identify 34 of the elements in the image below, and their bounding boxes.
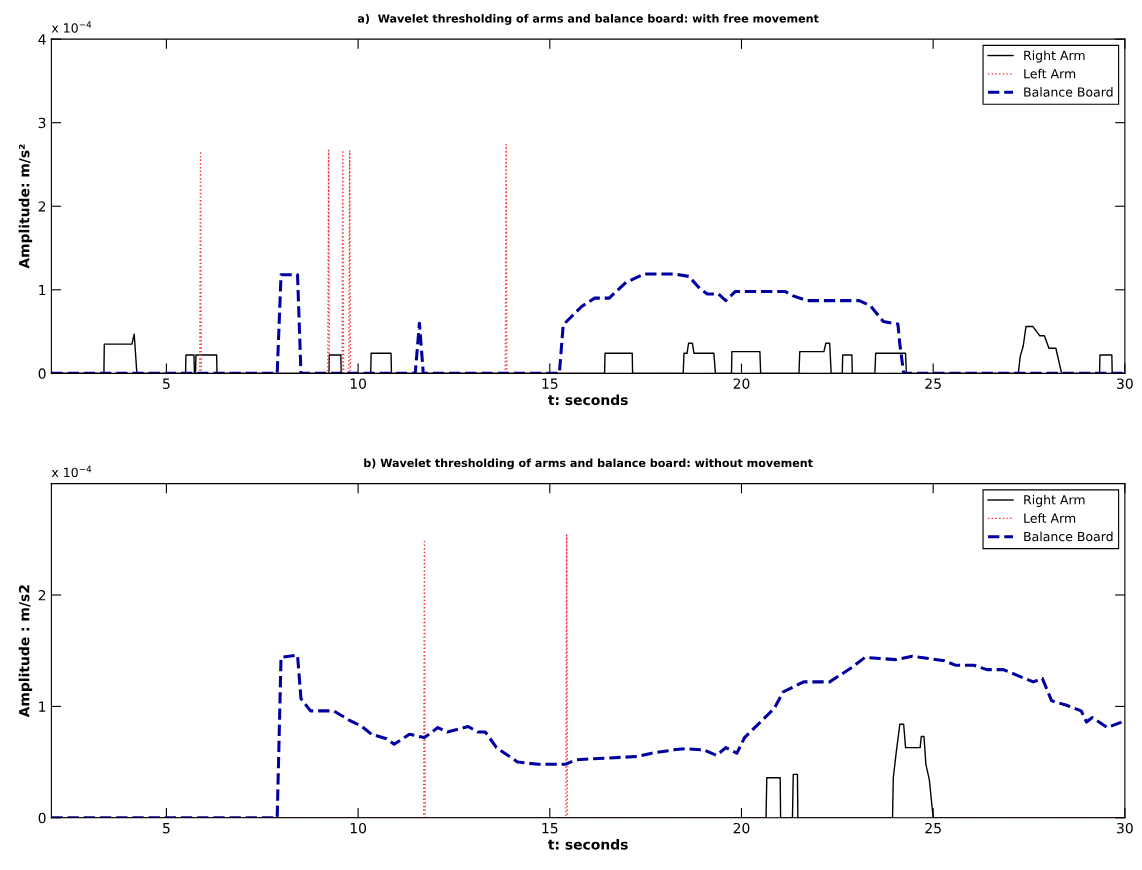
text: x 10$^{−4}$ (51, 465, 92, 478)
legend-label: Left Arm (1024, 513, 1076, 523)
y-tick-label: 2 (38, 201, 46, 212)
x-tick-label: 15 (542, 823, 558, 834)
x-axis-title: t: seconds (548, 838, 628, 850)
legend-label: Right Arm (1024, 494, 1085, 507)
x-tick-label: 30 (1117, 378, 1133, 389)
chart-title: a) Wavelet thresholding of arms and balance board: with free movement (357, 14, 819, 25)
x-tick-label: 5 (163, 378, 170, 389)
legend-label: Left Arm (1024, 68, 1076, 79)
y-tick-label: 4 (38, 34, 46, 45)
x-tick-label: 25 (925, 822, 941, 834)
legend-label: Right Arm (1024, 50, 1085, 63)
y-tick-label: 0 (38, 812, 46, 824)
y-axis-title: Amplitude: m/s² (18, 144, 33, 269)
x-tick-label: 10 (350, 822, 367, 834)
chart-title: b) Wavelet thresholding of arms and balance board: without movement (364, 458, 813, 470)
x-tick-label: 20 (733, 378, 750, 389)
y-tick-label: 2 (38, 589, 46, 601)
legend-label: Balance Board (1024, 87, 1113, 97)
y-tick-label: 1 (39, 701, 46, 712)
y-tick-label: 1 (39, 284, 46, 296)
x-tick-label: 20 (733, 822, 750, 834)
y-tick-label: 0 (38, 368, 46, 379)
x-tick-label: 10 (350, 378, 367, 389)
x-tick-label: 5 (163, 823, 170, 834)
x-axis-title: t: seconds (548, 394, 628, 406)
y-axis-title: Amplitude : m/s2 (18, 585, 33, 718)
x-tick-label: 30 (1117, 822, 1133, 834)
x-tick-label: 15 (542, 378, 558, 389)
legend-label: Balance Board (1024, 531, 1113, 542)
y-tick-label: 3 (38, 117, 46, 129)
text: x 10$^{−4}$ (51, 21, 92, 33)
x-tick-label: 25 (925, 378, 941, 389)
